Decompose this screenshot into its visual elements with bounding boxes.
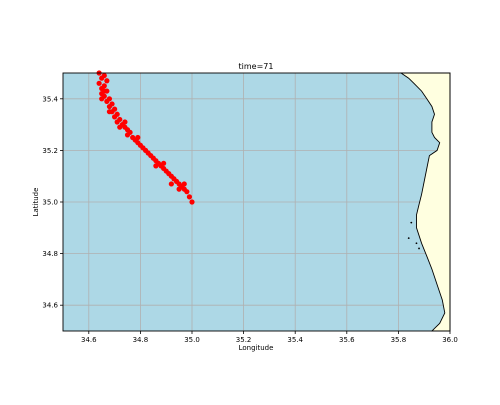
x-tick-label: 36.0 [442, 336, 458, 344]
x-axis-label: Longitude [239, 344, 274, 352]
island-dot [407, 237, 410, 240]
x-tick-label: 35.0 [184, 336, 200, 344]
y-tick-label: 34.8 [42, 250, 58, 258]
scatter-points [96, 70, 195, 205]
island-dot [418, 247, 420, 250]
scatter-point [112, 114, 118, 120]
x-tick-label: 35.6 [339, 336, 355, 344]
chart-title: time=71 [239, 62, 274, 71]
land-area [399, 72, 451, 332]
scatter-point [99, 75, 105, 81]
y-axis-label: Latitude [32, 188, 40, 217]
scatter-point [117, 124, 123, 130]
scatter-point [104, 78, 110, 84]
scatter-point [189, 199, 195, 205]
x-tick-label: 34.6 [81, 336, 97, 344]
y-ticks: 34.6 34.8 35.0 35.2 35.4 [42, 95, 63, 310]
x-ticks: 34.6 34.8 35.0 35.2 35.4 35.6 35.8 36.0 [81, 331, 458, 344]
scatter-point [114, 119, 120, 125]
x-tick-label: 35.4 [287, 336, 303, 344]
scatter-point [122, 119, 128, 125]
scatter-point [168, 181, 174, 187]
scatter-point [184, 189, 190, 195]
scatter-point [96, 80, 102, 86]
scatter-point [186, 194, 193, 200]
y-tick-label: 35.0 [42, 199, 58, 207]
scatter-point [101, 88, 107, 94]
scatter-point [124, 132, 131, 138]
x-tick-label: 35.2 [236, 336, 252, 344]
scatter-point [106, 109, 113, 115]
scatter-point [99, 96, 105, 102]
x-tick-label: 35.8 [391, 336, 407, 344]
y-tick-label: 34.6 [42, 302, 58, 310]
scatter-point [181, 181, 187, 187]
island-dot [415, 242, 418, 245]
scatter-point [135, 134, 141, 141]
y-tick-label: 35.4 [42, 95, 58, 103]
y-tick-label: 35.2 [42, 147, 58, 155]
scatter-point [104, 98, 110, 104]
scatter-point [106, 103, 113, 110]
island-dot [410, 221, 413, 224]
scatter-point [161, 160, 167, 166]
scatter-point [153, 163, 159, 169]
scatter-point [176, 186, 182, 192]
x-tick-label: 34.8 [133, 336, 149, 344]
islands [407, 221, 420, 250]
